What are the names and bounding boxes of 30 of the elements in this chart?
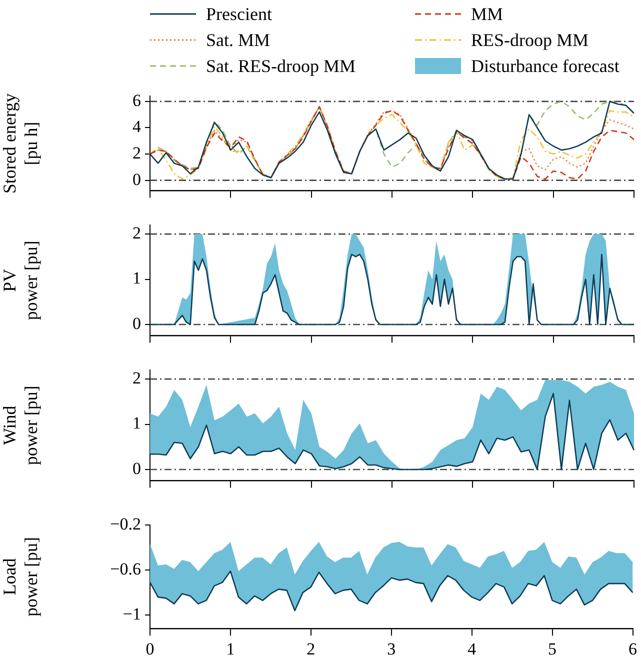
y-tick-label: 0	[132, 170, 141, 189]
legend-label: Prescient	[206, 4, 272, 24]
y-tick-label: −0.2	[110, 514, 141, 534]
y-tick-label: 2	[132, 143, 141, 162]
x-tick-label: 5	[548, 639, 557, 658]
y-tick-label: 1	[132, 414, 141, 433]
x-tick-label: 3	[387, 639, 396, 658]
y-tick-label: 4	[132, 117, 142, 136]
x-tick-label: 0	[146, 639, 154, 658]
y-axis-title: Load power [pu]	[0, 537, 42, 617]
y-tick-label: 0	[132, 458, 141, 478]
y-axis-title: Stored energy [pu h]	[0, 93, 42, 194]
y-tick-label: 0	[132, 314, 141, 333]
y-axis-title: Wind power [pu]	[0, 386, 42, 466]
y-tick-label: 2	[132, 368, 141, 388]
y-tick-label: 1	[132, 268, 141, 288]
y-tick-label: −1	[122, 604, 141, 624]
x-tick-label: 4	[468, 639, 477, 658]
x-tick-label: 1	[226, 639, 235, 658]
x-tick-label: 2	[306, 639, 316, 658]
legend-label: Sat. RES-droop MM	[206, 56, 356, 76]
y-tick-label: −0.6	[110, 560, 141, 579]
legend-label: Sat. MM	[206, 30, 270, 50]
legend-label: MM	[471, 4, 504, 24]
x-tick-label: 6	[628, 639, 637, 658]
y-tick-label: 2	[132, 224, 141, 243]
legend-label: RES-droop MM	[471, 30, 589, 50]
legend-label: Disturbance forecast	[471, 56, 620, 76]
y-tick-label: 6	[132, 90, 141, 110]
y-axis-title: PV power [pu]	[0, 240, 42, 320]
